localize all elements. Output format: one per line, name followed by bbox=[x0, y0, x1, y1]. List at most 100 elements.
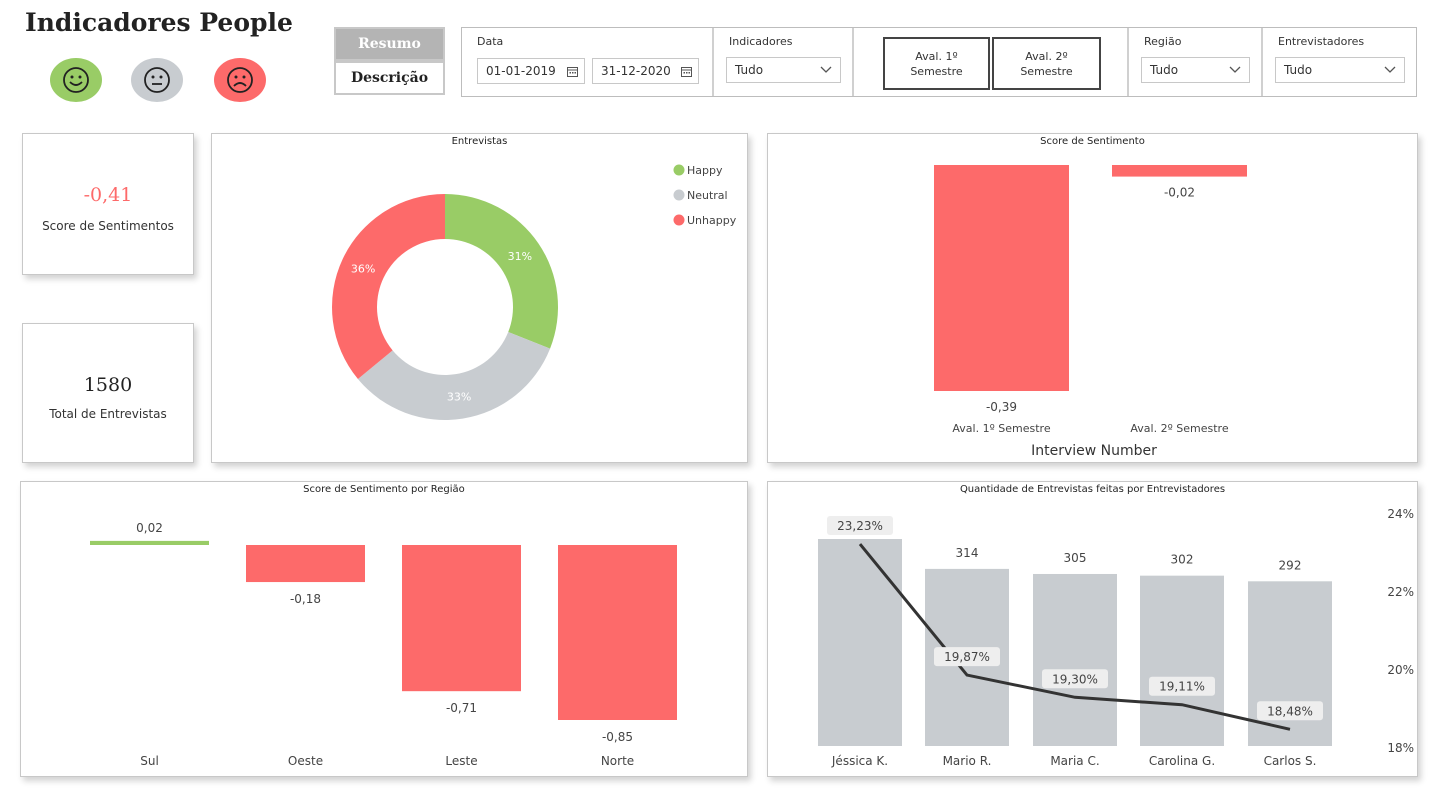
bar-aval-1-semestre[interactable] bbox=[934, 165, 1069, 391]
score-sentimento-bar-chart: -0,39 Aval. 1º Semestre -0,02 Aval. 2º Seme… bbox=[934, 165, 1247, 459]
score-kpi-card: -0,41 Score de Sentimentos bbox=[22, 133, 194, 275]
donut-slice-label: 31% bbox=[508, 250, 532, 263]
entrevistas-donut-chart: 31% 33% 36% Happy Neutral Unhappy bbox=[332, 164, 737, 420]
y2-tick-label: 24% bbox=[1387, 507, 1414, 521]
bar-sul[interactable] bbox=[90, 540, 209, 545]
sad-face-icon[interactable] bbox=[214, 58, 266, 102]
score-kpi-label: Score de Sentimentos bbox=[42, 219, 174, 233]
x-tick-label: Sul bbox=[140, 754, 159, 768]
x-tick-label: Aval. 2º Semestre bbox=[1130, 422, 1228, 435]
regiao-select[interactable]: Tudo bbox=[1141, 57, 1250, 83]
entrevistadores-chart-card: Quantidade de Entrevistas feitas por Ent… bbox=[767, 481, 1418, 777]
line-value-label: 19,30% bbox=[1052, 672, 1098, 686]
line-value-label-box bbox=[1149, 676, 1215, 696]
date-start-input[interactable]: 01-01-2019 bbox=[477, 58, 585, 84]
chevron-down-icon bbox=[1384, 66, 1396, 73]
date-end-value: 31-12-2020 bbox=[601, 64, 671, 78]
descricao-button[interactable]: Descrição bbox=[334, 61, 445, 95]
calendar-icon bbox=[681, 67, 692, 77]
entrevistadores-chart-title: Quantidade de Entrevistas feitas por Ent… bbox=[959, 484, 1226, 495]
bar-value-label: 305 bbox=[1064, 551, 1087, 565]
score-sentimento-chart-card: Score de Sentimento -0,39 Aval. 1º Semest… bbox=[767, 133, 1418, 463]
score-regiao-bar-chart: 0,02 Sul -0,18 Oeste -0,71 Leste -0,85 Norte bbox=[90, 521, 677, 768]
happy-face-icon[interactable] bbox=[50, 58, 102, 102]
x-tick-label: Carolina G. bbox=[1149, 754, 1215, 768]
data-filter-label: Data bbox=[477, 35, 504, 48]
y2-tick-label: 22% bbox=[1387, 585, 1414, 599]
x-axis-title: Interview Number bbox=[1031, 443, 1157, 459]
bar-jessica-k[interactable] bbox=[818, 539, 902, 746]
legend-label-happy[interactable]: Happy bbox=[687, 164, 723, 177]
bar-norte[interactable] bbox=[558, 545, 677, 720]
bar-leste[interactable] bbox=[402, 545, 521, 692]
line-value-label: 19,87% bbox=[944, 650, 990, 664]
resumo-button[interactable]: Resumo bbox=[334, 27, 445, 61]
date-end-input[interactable]: 31-12-2020 bbox=[592, 58, 699, 84]
total-kpi-card: 1580 Total de Entrevistas bbox=[22, 323, 194, 463]
bar-value-label: 0,02 bbox=[136, 521, 163, 535]
line-value-label: 23,23% bbox=[837, 519, 883, 533]
indicadores-select[interactable]: Tudo bbox=[726, 57, 841, 83]
legend-dot-happy bbox=[673, 164, 685, 176]
x-tick-label: Leste bbox=[445, 754, 477, 768]
donut-slice-happy[interactable] bbox=[445, 194, 558, 349]
total-kpi-value: 1580 bbox=[83, 374, 133, 396]
percent-line[interactable] bbox=[858, 543, 1291, 731]
chevron-down-icon bbox=[820, 66, 832, 73]
bar-oeste[interactable] bbox=[246, 545, 365, 583]
indicadores-filter-label: Indicadores bbox=[729, 35, 793, 48]
line-value-label: 19,11% bbox=[1159, 680, 1205, 694]
aval-1-semestre-button[interactable]: Aval. 1º Semestre bbox=[883, 37, 990, 90]
entrevistadores-select[interactable]: Tudo bbox=[1275, 57, 1405, 83]
bar-aval-2-semestre[interactable] bbox=[1112, 165, 1247, 177]
indicadores-value: Tudo bbox=[735, 63, 764, 77]
bar-value-label: 302 bbox=[1171, 553, 1194, 567]
legend-dot-neutral bbox=[673, 189, 685, 201]
bar-value-label: -0,18 bbox=[290, 592, 321, 606]
x-tick-label: Jéssica K. bbox=[831, 754, 888, 768]
bar-value-label: -0,39 bbox=[986, 400, 1017, 414]
entrevistas-chart-card: Entrevistas 31% 33% 36% Happy Neutral Unhappy bbox=[211, 133, 748, 463]
chevron-down-icon bbox=[1229, 66, 1241, 73]
total-kpi-label: Total de Entrevistas bbox=[49, 407, 167, 421]
bar-value-label: 292 bbox=[1279, 558, 1302, 572]
x-tick-label: Oeste bbox=[288, 754, 323, 768]
bar-value-label: 314 bbox=[956, 546, 979, 560]
entrevistadores-value: Tudo bbox=[1284, 63, 1313, 77]
legend-dot-unhappy bbox=[673, 214, 685, 226]
line-value-label-box bbox=[934, 647, 1000, 667]
page-title: Indicadores People bbox=[25, 8, 293, 37]
donut-slice-neutral[interactable] bbox=[357, 332, 551, 420]
line-value-label-box bbox=[827, 516, 893, 536]
bar-carolina-g[interactable] bbox=[1140, 575, 1224, 746]
y2-tick-label: 18% bbox=[1387, 741, 1414, 755]
line-value-label-box bbox=[1042, 669, 1108, 689]
y2-tick-label: 20% bbox=[1387, 663, 1414, 677]
score-regiao-chart-card: Score de Sentimento por Região 0,02 Sul -0… bbox=[20, 481, 748, 777]
x-tick-label: Maria C. bbox=[1050, 754, 1099, 768]
score-regiao-chart-title: Score de Sentimento por Região bbox=[303, 484, 465, 495]
line-value-label: 18,48% bbox=[1267, 704, 1313, 718]
score-kpi-value: -0,41 bbox=[83, 184, 133, 206]
line-value-label-box bbox=[1257, 701, 1323, 721]
bar-maria-c[interactable] bbox=[1033, 573, 1117, 746]
aval-2-semestre-button[interactable]: Aval. 2º Semestre bbox=[992, 37, 1101, 90]
score-sentimento-chart-title: Score de Sentimento bbox=[1040, 136, 1145, 147]
neutral-face-icon[interactable] bbox=[131, 58, 183, 102]
filter-panel: Data 01-01-2019 31-12-2020 Indicadores T… bbox=[461, 27, 1417, 97]
donut-slice-label: 33% bbox=[447, 390, 471, 403]
calendar-icon bbox=[567, 67, 578, 77]
legend-label-neutral[interactable]: Neutral bbox=[687, 189, 728, 202]
x-tick-label: Norte bbox=[601, 754, 634, 768]
bar-value-label: -0,02 bbox=[1164, 186, 1195, 200]
donut-slice-unhappy[interactable] bbox=[332, 194, 445, 380]
entrevistadores-filter-label: Entrevistadores bbox=[1278, 35, 1365, 48]
bar-value-label: -0,85 bbox=[602, 730, 633, 744]
legend-label-unhappy[interactable]: Unhappy bbox=[687, 214, 737, 227]
regiao-value: Tudo bbox=[1150, 63, 1179, 77]
x-tick-label: Mario R. bbox=[943, 754, 992, 768]
bar-value-label: -0,71 bbox=[446, 701, 477, 715]
x-tick-label: Carlos S. bbox=[1264, 754, 1317, 768]
x-tick-label: Aval. 1º Semestre bbox=[952, 422, 1050, 435]
